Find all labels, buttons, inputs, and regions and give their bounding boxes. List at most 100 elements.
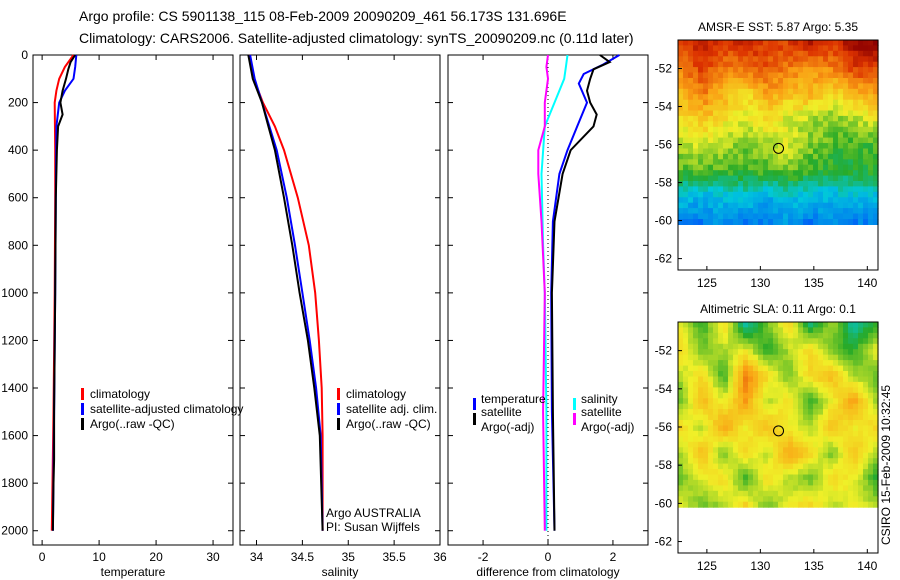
map-cell — [703, 430, 709, 437]
map-cell — [818, 392, 824, 399]
map-cell — [708, 105, 714, 112]
map-cell — [808, 202, 814, 209]
map-cell — [748, 436, 754, 443]
map-cell — [848, 88, 854, 95]
map-cell — [693, 219, 699, 225]
map-cell — [743, 181, 749, 187]
map-cell — [858, 376, 864, 383]
map-cell — [813, 469, 819, 476]
map-cell — [708, 354, 714, 361]
map-cell — [703, 425, 709, 432]
map-cell — [858, 474, 864, 481]
map-cell — [718, 213, 724, 220]
map-cell — [813, 360, 819, 367]
map-cell — [698, 197, 704, 204]
map-cell — [768, 485, 774, 492]
map-cell — [823, 40, 829, 46]
map-cell — [693, 105, 699, 112]
map-cell — [698, 78, 704, 84]
map-cell — [763, 474, 769, 481]
map-cell — [783, 110, 789, 117]
map-cell — [733, 159, 739, 166]
map-cell — [773, 115, 779, 122]
map-cell — [703, 67, 709, 74]
x-tick-label: 0 — [39, 550, 46, 564]
map-cell — [868, 213, 874, 220]
map-cell — [828, 501, 834, 508]
map-cell — [833, 463, 839, 470]
map-cell — [738, 376, 744, 383]
map-cell — [833, 381, 839, 388]
map-cell — [703, 360, 709, 367]
map-cell — [703, 420, 709, 426]
map-cell — [868, 463, 874, 470]
map-cell — [763, 213, 769, 220]
map-cell — [833, 170, 839, 177]
map-cell — [788, 143, 794, 149]
map-cell — [733, 354, 739, 361]
map-cell — [723, 94, 729, 101]
map-cell — [848, 137, 854, 144]
lat-tick-label: -62 — [655, 535, 673, 549]
map-cell — [788, 181, 794, 187]
map-cell — [728, 186, 734, 193]
legend-label: satellite-adjusted climatology — [90, 402, 243, 416]
map-cell — [868, 371, 874, 377]
map-cell — [778, 392, 784, 399]
map-cell — [698, 202, 704, 209]
map-cell — [698, 219, 704, 225]
map-cell — [833, 371, 839, 377]
map-cell — [788, 469, 794, 476]
map-cell — [703, 148, 709, 155]
map-cell — [828, 186, 834, 193]
map-cell — [718, 115, 724, 122]
map-cell — [773, 479, 779, 486]
map-cell — [838, 83, 844, 90]
map-cell — [788, 409, 794, 416]
map-cell — [733, 72, 739, 79]
map-cell — [843, 414, 849, 421]
map-cell — [868, 202, 874, 209]
map-cell — [863, 398, 869, 405]
map-cell — [808, 126, 814, 133]
map-cell — [868, 170, 874, 177]
map-cell — [708, 170, 714, 177]
map-cell — [688, 469, 694, 476]
map-cell — [798, 186, 804, 193]
map-cell — [833, 458, 839, 465]
map-cell — [803, 105, 809, 112]
map-cell — [713, 45, 719, 52]
map-cell — [778, 381, 784, 388]
map-cell — [728, 430, 734, 437]
map-cell — [823, 479, 829, 486]
map-cell — [808, 105, 814, 112]
map-cell — [873, 153, 879, 160]
map-cell — [738, 485, 744, 492]
map-cell — [873, 99, 879, 106]
map-cell — [853, 463, 859, 470]
map-cell — [733, 78, 739, 84]
map-cell — [763, 463, 769, 470]
map-cell — [688, 479, 694, 486]
map-cell — [793, 403, 799, 410]
map-cell — [713, 186, 719, 193]
map-cell — [853, 126, 859, 133]
map-cell — [803, 99, 809, 106]
map-cell — [818, 99, 824, 106]
map-cell — [848, 115, 854, 122]
map-cell — [873, 126, 879, 133]
map-cell — [873, 501, 879, 508]
map-cell — [788, 354, 794, 361]
map-cell — [683, 170, 689, 177]
map-cell — [693, 403, 699, 410]
map-cell — [743, 365, 749, 372]
map-cell — [793, 153, 799, 160]
map-frame — [677, 39, 879, 271]
map-cell — [683, 67, 689, 74]
map-cell — [788, 414, 794, 421]
map-cell — [678, 332, 684, 339]
map-cell — [748, 88, 754, 95]
map-cell — [758, 398, 764, 405]
map-cell — [798, 463, 804, 470]
map-cell — [708, 121, 714, 128]
